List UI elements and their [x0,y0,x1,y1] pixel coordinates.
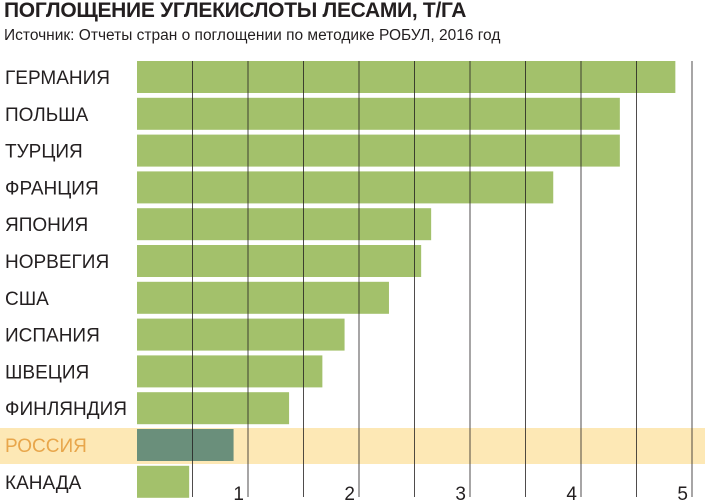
x-tick-label: 1 [233,484,244,502]
category-label: ТУРЦИЯ [5,142,83,163]
category-label: США [5,289,49,310]
x-tick-label: 5 [677,484,688,502]
chart-subtitle: Источник: Отчеты стран о поглощении по м… [4,27,501,44]
bar-10 [137,392,290,425]
x-tick-label: 3 [455,484,466,502]
x-tick-label: 4 [566,484,577,502]
category-label: ИСПАНИЯ [5,326,100,347]
bar-4 [137,171,554,204]
bar-1 [137,61,676,93]
chart-title: ПОГЛОЩЕНИЕ УГЛЕКИСЛОТЫ ЛЕСАМИ, Т/ГА [4,0,467,22]
bar-2 [137,97,620,130]
category-label: ФРАНЦИЯ [5,178,99,199]
bar-8 [137,318,345,351]
category-label: ГЕРМАНИЯ [5,68,110,89]
bar-6 [137,245,422,277]
category-label: ПОЛЬША [5,105,89,126]
x-tick-label: 2 [344,484,355,502]
category-label: КАНАДА [5,473,82,494]
category-label: ЯПОНИЯ [5,215,88,236]
category-label: ФИНЛЯНДИЯ [5,399,127,420]
bar-9 [137,355,323,388]
bar-12 [137,465,190,498]
category-label: РОССИЯ [5,436,87,457]
category-label: НОРВЕГИЯ [5,252,109,273]
bar-3 [137,134,620,167]
bar-7 [137,281,389,314]
bar-5 [137,208,432,241]
bar-11 [137,429,234,461]
highlight-band [0,428,705,464]
category-label: ШВЕЦИЯ [5,362,89,383]
